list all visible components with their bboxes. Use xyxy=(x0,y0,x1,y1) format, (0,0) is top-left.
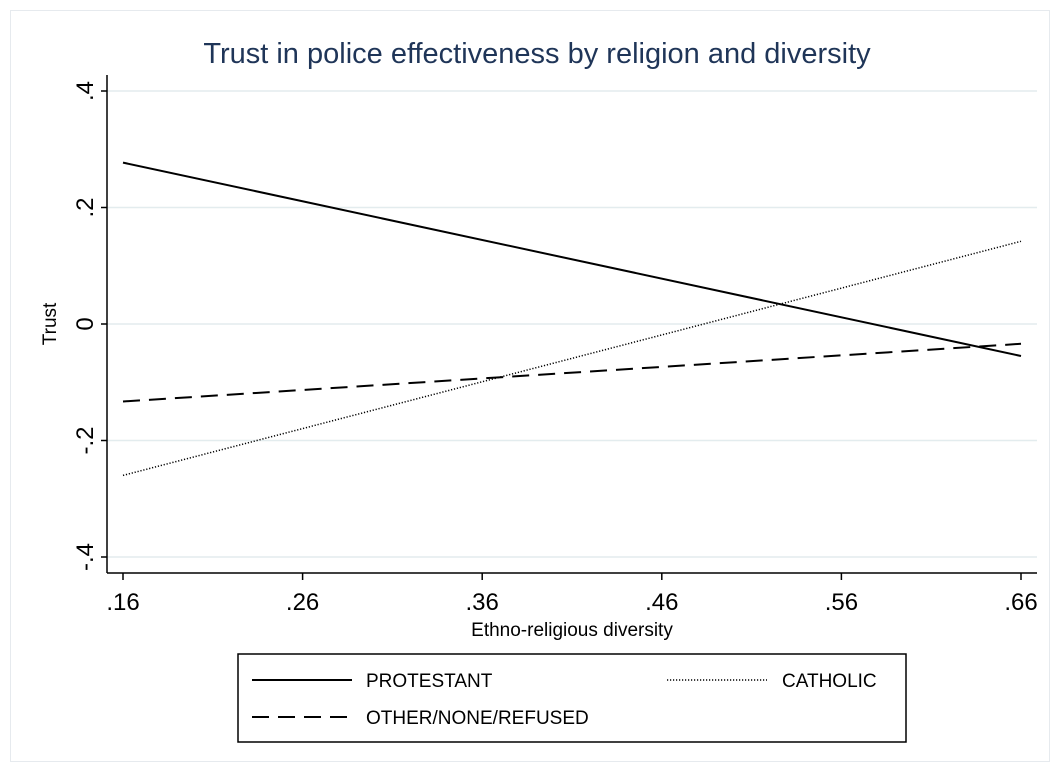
x-tick-label: .26 xyxy=(286,589,319,616)
x-tick-label: .16 xyxy=(106,589,139,616)
gridlines xyxy=(107,90,1037,558)
x-tick-label: .56 xyxy=(825,589,858,616)
axes: -.4 -.2 0 .2 .4 .16 .26 .36 .46 .56 .66 xyxy=(72,75,1038,616)
legend-label-catholic: CATHOLIC xyxy=(782,671,877,692)
legend: PROTESTANT CATHOLIC OTHER/NONE/REFUSED xyxy=(237,653,907,743)
x-tick-label: .36 xyxy=(466,589,499,616)
x-axis-label: Ethno-religious diversity xyxy=(471,620,673,641)
y-tick-label: .2 xyxy=(72,197,99,217)
chart-title: Trust in police effectiveness by religio… xyxy=(203,38,871,70)
y-tick-label: -.4 xyxy=(72,543,99,571)
y-axis-label: Trust xyxy=(40,302,61,345)
x-tick-label: .46 xyxy=(645,589,678,616)
x-tick-label: .66 xyxy=(1004,589,1037,616)
legend-label-other: OTHER/NONE/REFUSED xyxy=(366,708,589,729)
legend-box xyxy=(237,653,907,743)
series-lines xyxy=(122,161,1022,477)
series-line-other-none-refused xyxy=(122,342,1022,403)
y-tick-label: 0 xyxy=(72,317,99,330)
chart-frame xyxy=(10,10,1050,762)
series-line-protestant xyxy=(122,161,1022,357)
y-tick-label: -.2 xyxy=(72,426,99,454)
legend-label-protestant: PROTESTANT xyxy=(366,671,493,692)
y-tick-label: .4 xyxy=(72,81,99,101)
